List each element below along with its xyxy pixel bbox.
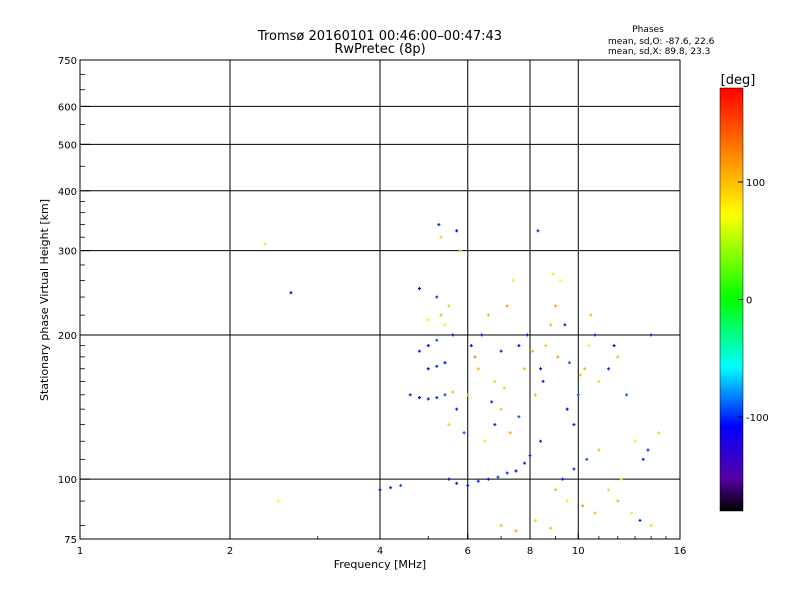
x-axis: 1 2 4 6 8 10 16 [77,533,687,557]
x-tick-label: 2 [227,546,233,557]
chart-title: Tromsø 20160101 00:46:00–00:47:43 [257,29,502,44]
scatter-points [263,223,661,533]
x-tick-label: 4 [377,546,383,557]
colorbar-tick-label: 100 [746,178,765,189]
x-tick-label: 16 [674,546,687,557]
y-tick-label: 200 [58,331,77,342]
phase-stats-title: Phases [632,25,664,35]
grid [80,60,680,539]
colorbar-ticks: 100 0 -100 [738,178,769,424]
y-axis: 75 100 200 300 400 500 600 750 [58,56,90,546]
y-tick-label: 750 [58,56,77,67]
phase-stats-o: mean, sd,O: -87.6, 22.6 [608,37,715,47]
phase-stats-x: mean, sd,X: 89.8, 23.3 [608,47,710,57]
y-tick-label: 400 [58,187,77,198]
y-tick-label: 75 [64,535,77,546]
x-tick-label: 6 [465,546,471,557]
colorbar-tick-label: -100 [746,413,769,424]
colorbar-label: [deg] [721,73,756,88]
x-tick-label: 8 [527,546,533,557]
chart-subtitle: RwPretec (8p) [334,42,425,57]
y-tick-label: 500 [58,140,77,151]
y-tick-label: 100 [58,475,77,486]
x-tick-label: 1 [77,546,83,557]
x-tick-label: 10 [572,546,585,557]
y-tick-label: 300 [58,247,77,258]
colorbar-tick-label: 0 [746,296,752,307]
y-tick-label: 600 [58,102,77,113]
x-axis-label: Frequency [MHz] [334,558,426,571]
y-axis-label: Stationary phase Virtual Height [km] [38,199,51,401]
